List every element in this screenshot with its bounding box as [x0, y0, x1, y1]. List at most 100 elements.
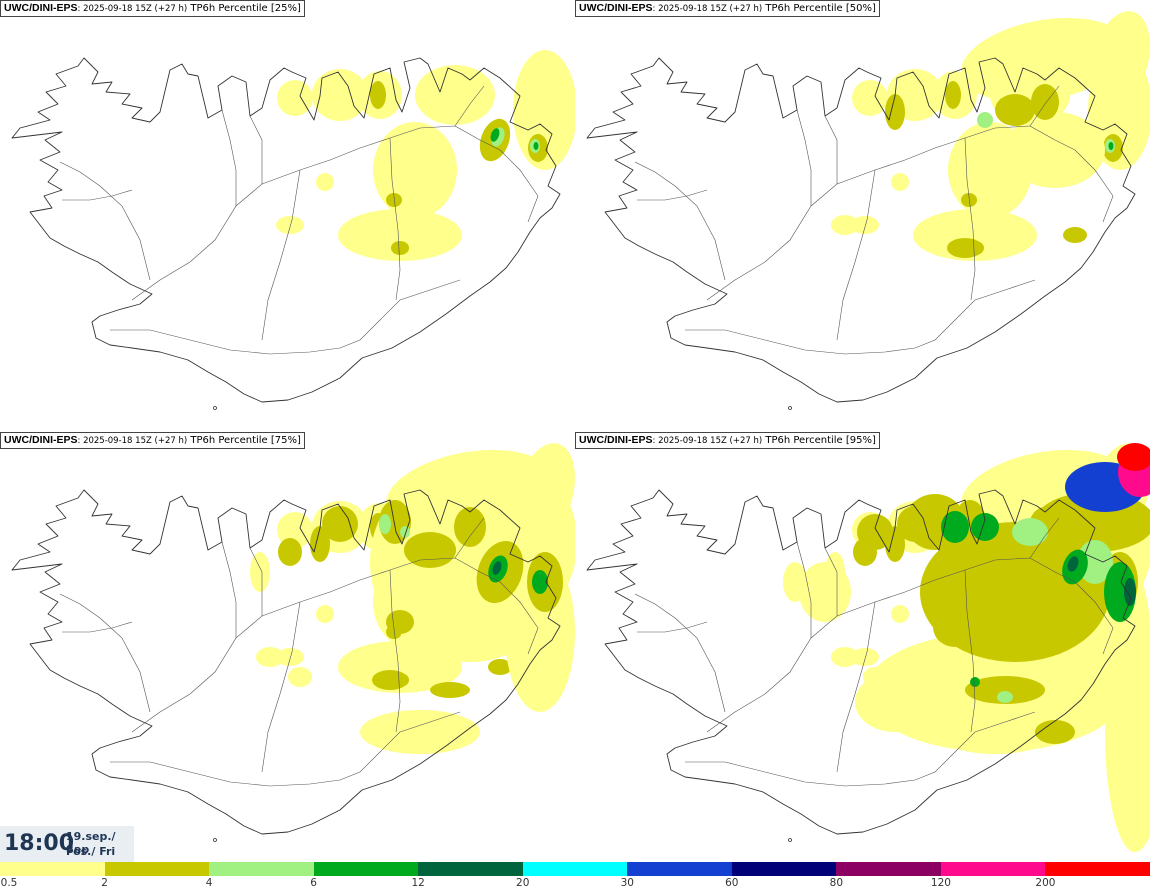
road-line [131, 557, 501, 733]
precip-area [533, 142, 539, 150]
precip-area [278, 538, 302, 566]
road-line [249, 115, 263, 184]
island [213, 406, 217, 410]
precip-map [11, 50, 575, 410]
precip-area [400, 526, 410, 538]
valid-date: 19.sep./ Sep [66, 830, 116, 856]
legend-color-bin [940, 862, 1046, 876]
precip-area [970, 677, 980, 687]
road-line [261, 601, 301, 773]
legend-tick-label: 0.5 [0, 877, 18, 889]
precip-area [891, 173, 909, 191]
precip-area [799, 562, 851, 622]
precip-area [1031, 84, 1059, 120]
precip-area [961, 17, 1129, 103]
map-panel-p75: UWC/DINI-EPS: 2025-09-18 15Z (+27 h) TP6… [0, 432, 575, 864]
precip-area [947, 238, 983, 258]
legend-color-bin [836, 862, 942, 876]
precip-area [961, 193, 977, 207]
precip-area [885, 94, 905, 130]
color-legend: 0.5 2 4 6 12 20 30 60 80 120 200 [0, 862, 1150, 891]
road-line [796, 541, 812, 638]
road-line [634, 593, 726, 713]
island [213, 838, 217, 842]
precip-area [933, 607, 977, 647]
road-line [824, 547, 838, 616]
precip-area [256, 647, 284, 667]
road-line [339, 279, 461, 349]
road-line [110, 761, 341, 787]
road-line [454, 85, 485, 127]
panel-title: UWC/DINI-EPS: 2025-09-18 15Z (+27 h) TP6… [0, 0, 305, 17]
precip-area [941, 511, 969, 543]
road-line [637, 621, 708, 633]
precip-area [995, 94, 1035, 126]
precip-map [586, 443, 1150, 852]
road-line [221, 541, 237, 638]
precip-area [1108, 142, 1114, 150]
map-panel-p95: UWC/DINI-EPS: 2025-09-18 15Z (+27 h) TP6… [575, 432, 1150, 864]
valid-time: 18:00 [4, 831, 75, 856]
precip-area [913, 209, 1037, 261]
road-line [339, 711, 461, 781]
road-line [59, 161, 151, 281]
road-line [1029, 85, 1060, 127]
legend-tick-label: 60 [725, 877, 739, 889]
panel-title: UWC/DINI-EPS: 2025-09-18 15Z (+27 h) TP6… [575, 0, 880, 17]
legend-tick-label: 6 [310, 877, 317, 889]
map-panel-p25: UWC/DINI-EPS: 2025-09-18 15Z (+27 h) TP6… [0, 0, 575, 432]
precip-map [11, 443, 575, 842]
precip-area [492, 561, 502, 575]
precip-area [372, 670, 408, 690]
precip-map [586, 11, 1150, 410]
legend-tick-label: 80 [829, 877, 844, 889]
precip-area [851, 216, 879, 234]
road-line [62, 189, 133, 201]
legend-color-bin [627, 862, 733, 876]
road-line [221, 109, 237, 206]
road-line [706, 557, 1076, 733]
precip-area [997, 691, 1013, 703]
precip-area [831, 647, 859, 667]
precip-area [971, 513, 999, 541]
legend-tick-label: 2 [101, 877, 108, 889]
precip-area [430, 682, 470, 698]
road-line [964, 137, 976, 301]
precip-area [945, 81, 961, 109]
precip-area [276, 216, 304, 234]
precip-area [1090, 11, 1150, 109]
coastline [11, 57, 561, 403]
precip-area [1063, 227, 1087, 243]
legend-color-bin [522, 862, 628, 876]
precip-area [857, 514, 893, 550]
road-line [1029, 517, 1060, 559]
precip-area [1124, 578, 1136, 606]
precip-area [1005, 112, 1105, 188]
road-line [836, 169, 876, 341]
road-line [454, 517, 485, 559]
precip-area [965, 676, 1045, 704]
legend-tick-label: 120 [930, 877, 951, 889]
road-line [685, 329, 916, 355]
road-line [62, 621, 133, 633]
legend-tick-label: 12 [411, 877, 425, 889]
road-line [389, 137, 401, 301]
precip-area [276, 648, 304, 666]
road-line [964, 569, 976, 733]
precip-area [316, 605, 334, 623]
precip-area [855, 672, 935, 732]
road-line [836, 601, 876, 773]
legend-color-bin [104, 862, 210, 876]
precip-area [851, 648, 879, 666]
road-line [1074, 581, 1114, 655]
precip-area [404, 532, 456, 568]
road-line [685, 761, 916, 787]
legend-color-bin [1045, 862, 1150, 876]
precip-area [454, 507, 486, 547]
precip-area [310, 526, 330, 562]
precip-area [370, 81, 386, 109]
precip-area [250, 552, 270, 592]
legend-tick-label: 30 [620, 877, 634, 889]
road-line [499, 581, 539, 655]
legend-color-bin [418, 862, 524, 876]
